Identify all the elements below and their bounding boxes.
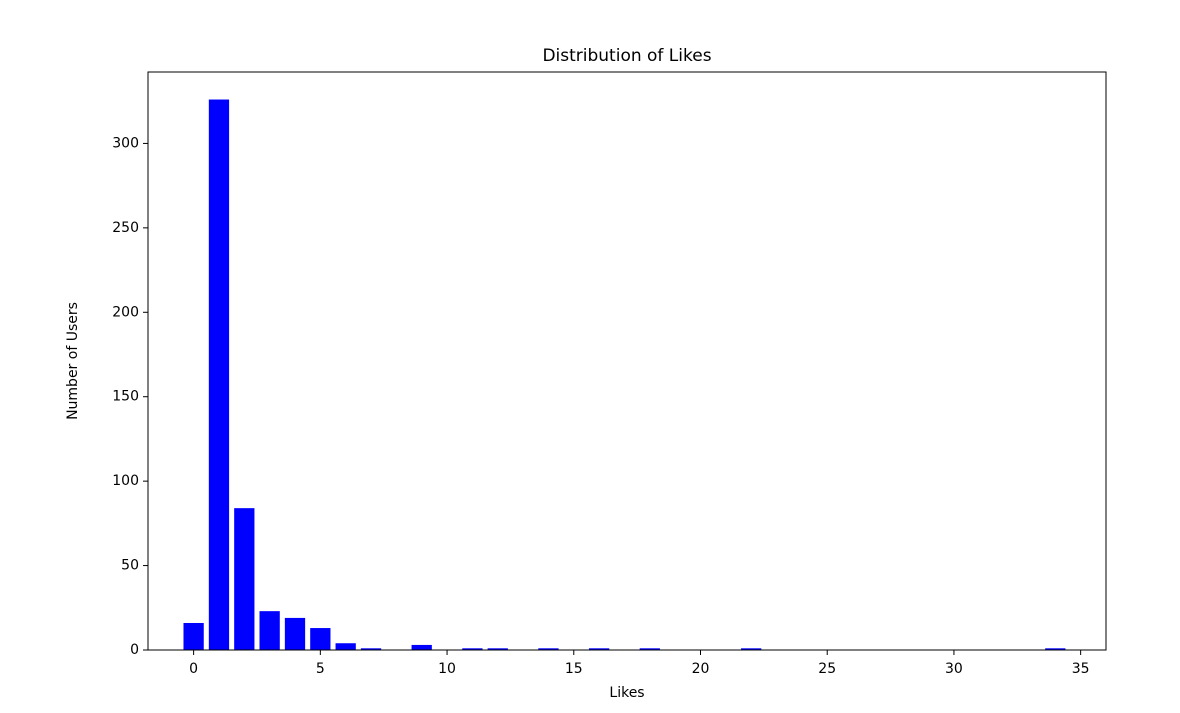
x-tick-label: 25 xyxy=(818,661,836,677)
bar xyxy=(411,644,432,650)
x-tick-label: 20 xyxy=(692,661,710,677)
bar xyxy=(639,648,660,650)
bar xyxy=(183,622,204,650)
y-axis-label: Number of Users xyxy=(65,302,81,420)
x-axis-label: Likes xyxy=(609,685,644,701)
bar xyxy=(462,648,483,650)
bar xyxy=(259,611,280,650)
bar xyxy=(487,648,508,650)
bar xyxy=(538,648,559,650)
plot-frame xyxy=(147,71,1107,651)
bar xyxy=(310,628,331,650)
y-tick-label: 300 xyxy=(112,135,139,151)
bar xyxy=(360,648,382,650)
x-tick-label: 35 xyxy=(1072,661,1090,677)
bar xyxy=(1045,648,1066,650)
x-tick-label: 30 xyxy=(945,661,963,677)
y-tick-label: 150 xyxy=(112,389,139,405)
y-tick-label: 0 xyxy=(130,642,139,658)
bar xyxy=(741,648,762,650)
chart-title: Distribution of Likes xyxy=(542,46,711,66)
x-tick-label: 0 xyxy=(189,661,198,677)
y-tick-label: 200 xyxy=(112,304,139,320)
x-tick-label: 15 xyxy=(565,661,583,677)
x-tick-label: 10 xyxy=(438,661,456,677)
x-tick-label: 5 xyxy=(316,661,325,677)
bar xyxy=(335,643,356,650)
bar xyxy=(284,617,306,650)
bar xyxy=(208,99,230,651)
y-tick-label: 250 xyxy=(112,220,139,236)
bar xyxy=(588,648,610,650)
bar xyxy=(234,508,255,650)
y-tick-label: 100 xyxy=(112,473,139,489)
y-tick-label: 50 xyxy=(121,558,139,574)
